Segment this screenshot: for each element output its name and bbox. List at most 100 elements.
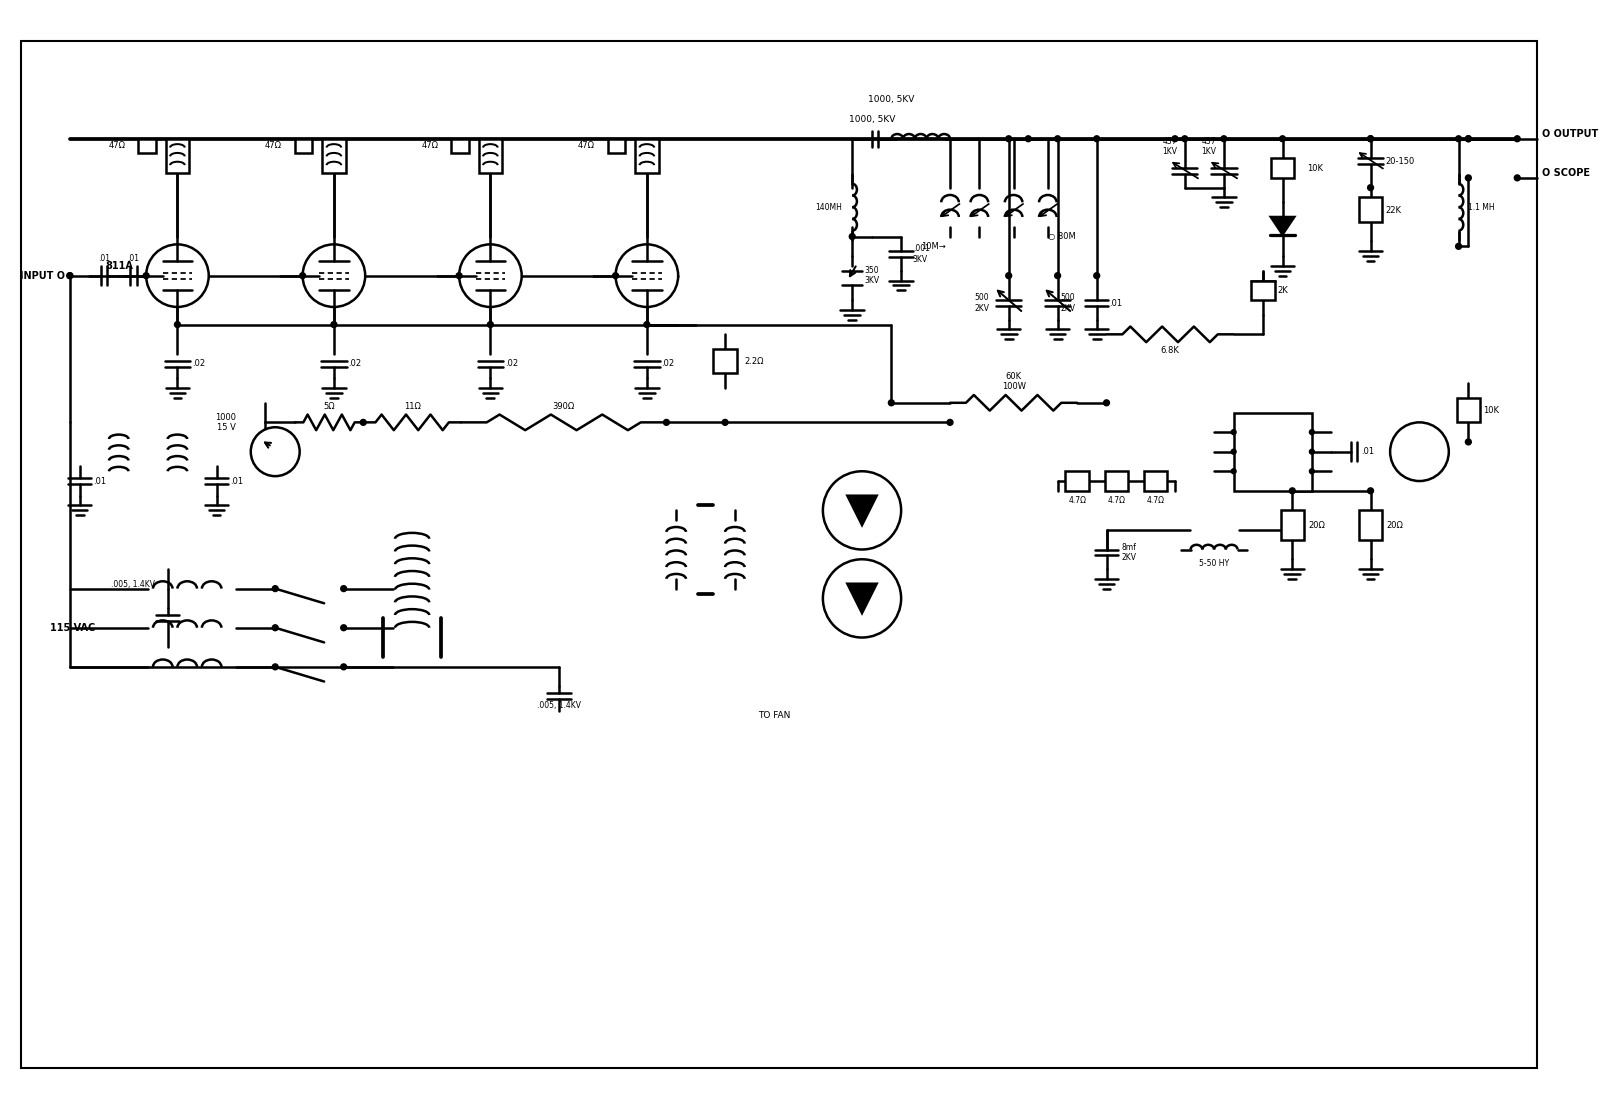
Text: 47Ω: 47Ω xyxy=(109,141,125,151)
Circle shape xyxy=(360,420,366,425)
Text: O OUTPUT: O OUTPUT xyxy=(1542,129,1598,138)
Bar xyxy=(1358,198,1382,222)
Bar xyxy=(138,138,155,154)
Bar xyxy=(478,138,502,173)
Circle shape xyxy=(331,322,338,328)
Circle shape xyxy=(251,428,299,476)
Circle shape xyxy=(1094,273,1099,279)
Bar xyxy=(322,138,346,173)
Text: 2K: 2K xyxy=(1278,286,1288,295)
Text: 10K: 10K xyxy=(1307,164,1323,173)
Circle shape xyxy=(947,420,954,425)
Polygon shape xyxy=(848,584,877,613)
Circle shape xyxy=(1390,422,1448,481)
Bar xyxy=(714,349,738,374)
Circle shape xyxy=(142,273,149,279)
Text: 47Ω: 47Ω xyxy=(421,141,438,151)
Circle shape xyxy=(1466,439,1472,445)
Text: 500
2KV: 500 2KV xyxy=(974,293,989,313)
Circle shape xyxy=(272,586,278,591)
Circle shape xyxy=(341,586,347,591)
Circle shape xyxy=(616,244,678,307)
Bar xyxy=(1144,471,1166,491)
Bar xyxy=(1280,510,1304,540)
Circle shape xyxy=(1173,136,1178,142)
Bar xyxy=(1066,471,1090,491)
Text: 115 VAC: 115 VAC xyxy=(50,623,96,633)
Text: 20Ω: 20Ω xyxy=(1386,521,1403,530)
Text: 5Ω: 5Ω xyxy=(323,401,334,411)
Circle shape xyxy=(1290,488,1296,493)
Circle shape xyxy=(1466,136,1472,142)
Text: .01: .01 xyxy=(230,477,243,486)
Bar xyxy=(166,138,189,173)
Text: 390Ω: 390Ω xyxy=(552,401,574,411)
Text: .005, 1.4KV: .005, 1.4KV xyxy=(112,579,155,589)
Circle shape xyxy=(1309,449,1314,454)
Bar xyxy=(1456,398,1480,422)
Circle shape xyxy=(1230,449,1237,454)
Text: .02: .02 xyxy=(506,359,518,368)
Text: O SCOPE: O SCOPE xyxy=(1542,168,1590,178)
Circle shape xyxy=(1054,273,1061,279)
Text: .001
3KV: .001 3KV xyxy=(914,244,930,264)
Polygon shape xyxy=(1270,217,1294,234)
Circle shape xyxy=(299,273,306,279)
Text: 2.2Ω: 2.2Ω xyxy=(744,357,765,366)
Circle shape xyxy=(1368,136,1373,142)
Circle shape xyxy=(1368,488,1373,493)
Text: 500
2KV: 500 2KV xyxy=(1061,293,1075,313)
Text: 4.7Ω: 4.7Ω xyxy=(1107,496,1125,504)
Bar xyxy=(608,138,626,154)
Circle shape xyxy=(822,559,901,637)
Text: 437
1KV: 437 1KV xyxy=(1163,137,1178,156)
Circle shape xyxy=(272,625,278,631)
Circle shape xyxy=(341,664,347,669)
Circle shape xyxy=(1230,430,1237,434)
Text: 1000
15 V: 1000 15 V xyxy=(214,412,237,432)
Circle shape xyxy=(67,273,72,279)
Circle shape xyxy=(1054,136,1061,142)
Circle shape xyxy=(1230,469,1237,474)
Circle shape xyxy=(1368,136,1373,142)
Text: .005, 1.4KV: .005, 1.4KV xyxy=(538,701,581,710)
Circle shape xyxy=(722,420,728,425)
Text: .02: .02 xyxy=(661,359,675,368)
Text: .01: .01 xyxy=(128,254,139,263)
Text: .01: .01 xyxy=(1360,447,1374,456)
Circle shape xyxy=(1026,136,1030,142)
Text: 140MH: 140MH xyxy=(816,202,843,212)
Circle shape xyxy=(302,244,365,307)
Circle shape xyxy=(146,244,208,307)
Bar xyxy=(294,138,312,154)
Circle shape xyxy=(459,244,522,307)
Text: 11Ω: 11Ω xyxy=(403,401,421,411)
Circle shape xyxy=(272,664,278,669)
Circle shape xyxy=(1456,136,1461,142)
Bar xyxy=(1358,510,1382,540)
Circle shape xyxy=(850,234,854,240)
Text: 8mf
2KV: 8mf 2KV xyxy=(1122,543,1136,562)
Text: 47Ω: 47Ω xyxy=(266,141,282,151)
Text: 22K: 22K xyxy=(1386,206,1402,214)
Text: 10M→: 10M→ xyxy=(920,242,946,251)
Text: TO FAN: TO FAN xyxy=(758,711,790,720)
Circle shape xyxy=(1104,400,1109,406)
Circle shape xyxy=(341,625,347,631)
Text: .02: .02 xyxy=(349,359,362,368)
Circle shape xyxy=(174,322,181,328)
Circle shape xyxy=(488,322,493,328)
Circle shape xyxy=(1280,136,1285,142)
Circle shape xyxy=(1221,136,1227,142)
Circle shape xyxy=(888,400,894,406)
Circle shape xyxy=(67,273,72,279)
Circle shape xyxy=(1006,273,1011,279)
Text: 1000, 5KV: 1000, 5KV xyxy=(869,96,915,104)
Text: ○ 80M: ○ 80M xyxy=(1048,232,1075,241)
Circle shape xyxy=(1466,175,1472,181)
Circle shape xyxy=(1309,430,1314,434)
Text: 10K: 10K xyxy=(1483,407,1499,415)
Text: 811A: 811A xyxy=(106,260,133,270)
Circle shape xyxy=(1182,136,1187,142)
Circle shape xyxy=(456,273,462,279)
